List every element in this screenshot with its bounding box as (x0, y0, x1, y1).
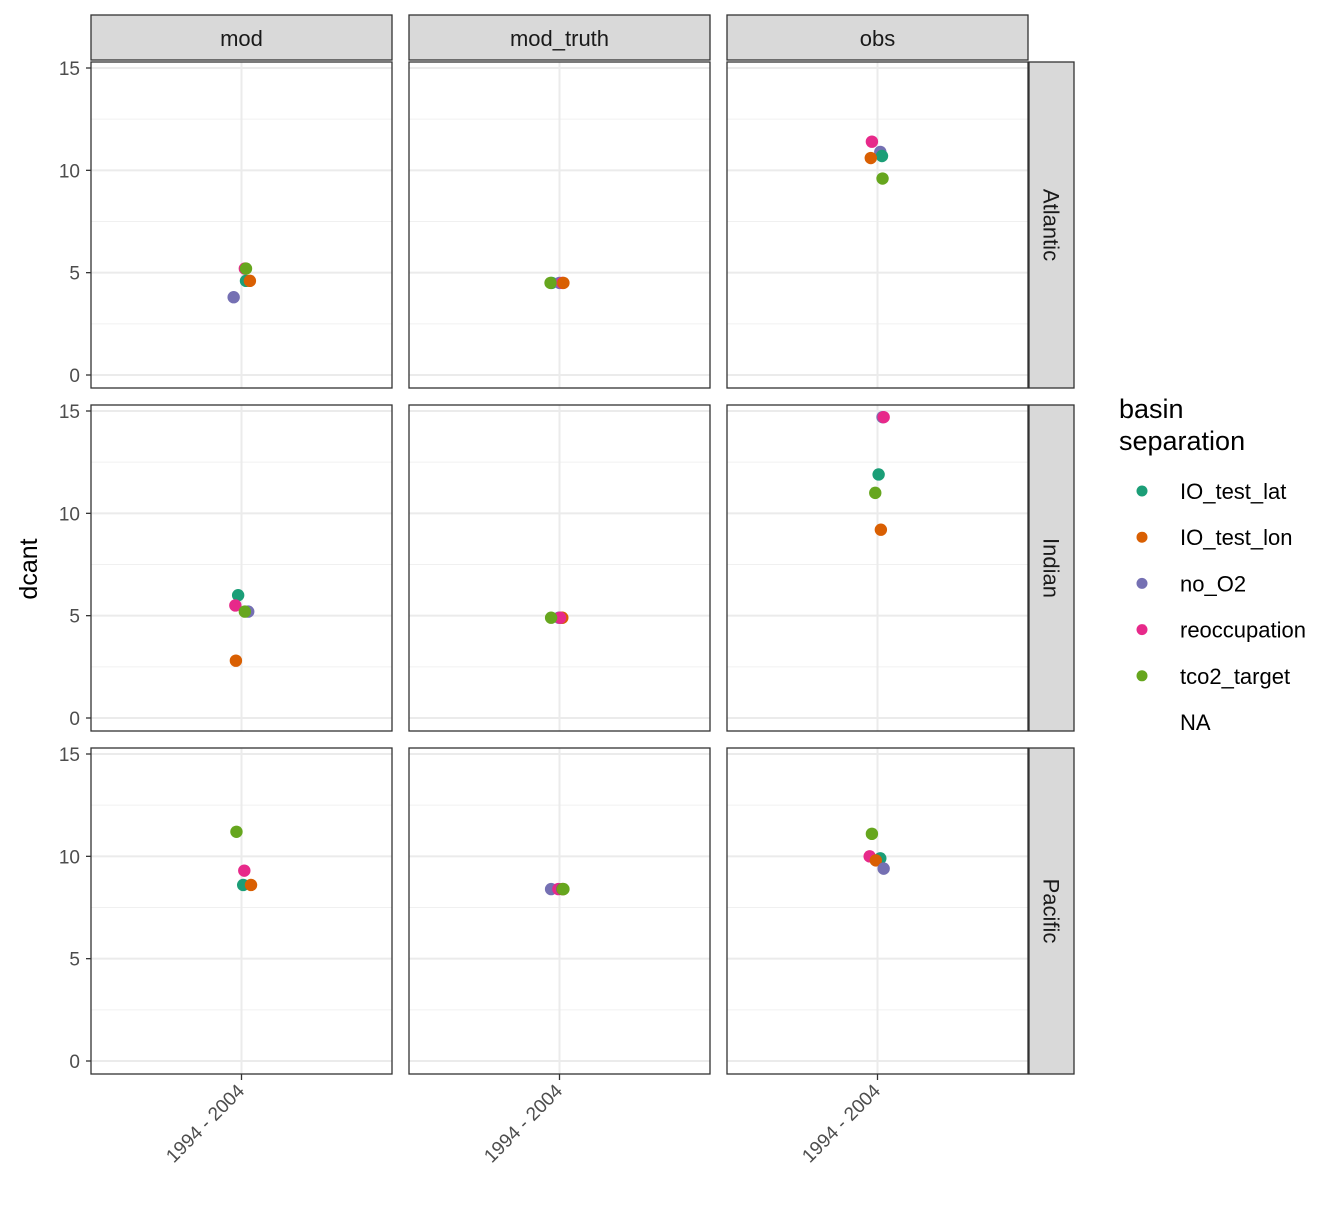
legend-key-reoccupation (1136, 624, 1148, 636)
y-tick-label: 10 (59, 847, 80, 868)
point-IO_test_lon (557, 276, 570, 290)
y-axis-title: dcant (15, 538, 43, 599)
legend-title: separation (1119, 426, 1245, 456)
facet-strip-Pacific (1028, 747, 1075, 1075)
legend-label-IO_test_lon: IO_test_lon (1180, 525, 1293, 550)
panel-border (408, 404, 711, 732)
facet-strip-label-obs: obs (860, 26, 895, 51)
facet-strip-label-mod: mod (220, 26, 263, 51)
legend-label-tco2_target: tco2_target (1180, 664, 1290, 689)
point-tco2_target (239, 262, 253, 275)
point-IO_test_lon (869, 854, 883, 867)
panel-border (726, 404, 1029, 732)
point-IO_test_lat (872, 468, 885, 481)
y-tick-label: 15 (59, 59, 80, 80)
facet-strip-obs (726, 14, 1029, 61)
y-tick-label: 5 (69, 264, 80, 285)
y-tick-label: 0 (69, 709, 80, 730)
point-IO_test_lon (864, 151, 877, 165)
legend-label-IO_test_lat: IO_test_lat (1180, 479, 1286, 504)
point-tco2_target (544, 276, 557, 290)
point-tco2_target (876, 172, 889, 185)
y-tick-label: 5 (69, 950, 80, 971)
legend-key-tco2_target (1136, 670, 1148, 682)
y-tick-label: 0 (69, 366, 80, 387)
y-tick-label: 15 (59, 745, 80, 766)
point-tco2_target (557, 882, 570, 896)
point-reoccupation (865, 135, 879, 148)
legend-key-IO_test_lat (1136, 485, 1148, 497)
legend-label-NA: NA (1180, 710, 1211, 735)
facet-strip-label-Atlantic: Atlantic (1039, 189, 1064, 261)
facet-strip-label-Pacific: Pacific (1039, 879, 1064, 944)
facet-strip-Atlantic (1028, 61, 1075, 389)
point-tco2_target (865, 827, 879, 841)
point-tco2_target (238, 605, 252, 618)
legend-title: basin (1119, 394, 1184, 424)
panel-border (90, 404, 393, 732)
point-IO_test_lon (874, 523, 888, 536)
point-no_O2 (877, 862, 890, 875)
point-IO_test_lon (244, 878, 258, 892)
x-tick-label: 1994 - 2004 (162, 1080, 249, 1167)
panel-border (90, 61, 393, 389)
y-tick-label: 10 (59, 504, 80, 525)
point-reoccupation (877, 410, 890, 424)
point-tco2_target (230, 825, 243, 838)
point-tco2_target (869, 486, 882, 500)
legend-key-IO_test_lon (1136, 531, 1148, 543)
point-reoccupation (553, 611, 567, 624)
facet-strip-mod_truth (408, 14, 711, 61)
point-reoccupation (238, 864, 251, 877)
facet-strip-mod (90, 14, 393, 61)
facet-strip-Indian (1028, 404, 1075, 732)
y-tick-label: 10 (59, 161, 80, 182)
y-tick-label: 0 (69, 1052, 80, 1073)
legend-label-reoccupation: reoccupation (1180, 618, 1306, 643)
facet-strip-label-mod_truth: mod_truth (510, 26, 609, 51)
y-tick-label: 15 (59, 402, 80, 423)
point-no_O2 (227, 291, 240, 304)
y-tick-label: 5 (69, 607, 80, 628)
legend-label-no_O2: no_O2 (1180, 571, 1246, 596)
point-IO_test_lat (875, 149, 889, 163)
point-IO_test_lon (243, 274, 257, 288)
point-IO_test_lat (231, 589, 245, 602)
panel-border (408, 61, 711, 389)
panel-border (726, 61, 1029, 389)
point-tco2_target (544, 611, 558, 624)
point-reoccupation (229, 599, 242, 612)
facet-strip-label-Indian: Indian (1039, 538, 1064, 598)
point-IO_test_lon (229, 654, 243, 667)
x-tick-label: 1994 - 2004 (798, 1080, 885, 1167)
x-tick-label: 1994 - 2004 (480, 1080, 567, 1167)
legend-key-no_O2 (1136, 577, 1148, 589)
